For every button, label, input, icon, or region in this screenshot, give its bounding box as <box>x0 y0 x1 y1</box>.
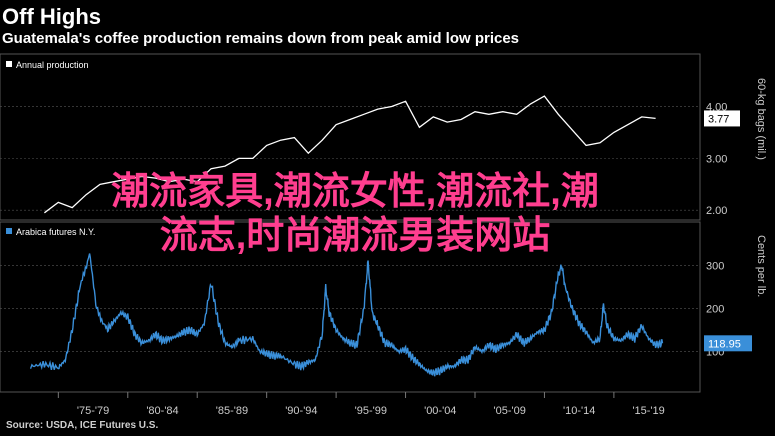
production-series-line <box>44 95 656 214</box>
overlay-line-2: 流志,时尚潮流男装网站 <box>159 215 551 257</box>
x-tick-label: '90-'94 <box>285 405 317 417</box>
production-y-axis-title: 60-kg bags (mil.) <box>755 78 767 160</box>
x-tick-label: '85-'89 <box>216 405 248 417</box>
futures-last-value-label: 118.95 <box>708 338 741 350</box>
overlay-watermark-text: 潮流家具,潮流女性,潮流社,潮 流志,时尚潮流男装网站 <box>10 170 700 258</box>
futures-series-line <box>29 253 664 377</box>
production-y-tick-label: 2.00 <box>706 205 727 217</box>
production-last-value-label: 3.77 <box>708 113 729 125</box>
x-tick-label: '10-'14 <box>563 405 595 417</box>
production-legend-label: Annual production <box>16 60 89 70</box>
overlay-line-1: 潮流家具,潮流女性,潮流社,潮 <box>111 171 599 213</box>
source-note: Source: USDA, ICE Futures U.S. <box>6 420 159 431</box>
chart-title: Off Highs <box>2 4 101 29</box>
futures-y-axis-title: Cents per lb. <box>755 235 767 297</box>
chart-subtitle: Guatemala's coffee production remains do… <box>2 30 520 47</box>
x-tick-label: '15-'19 <box>632 405 664 417</box>
production-legend-swatch <box>6 61 12 67</box>
futures-panel <box>0 221 701 393</box>
production-y-tick-label: 3.00 <box>706 153 727 165</box>
x-tick-label: '00-'04 <box>424 405 456 417</box>
x-tick-label: '95-'99 <box>355 405 387 417</box>
futures-legend-label: Arabica futures N.Y. <box>16 227 95 237</box>
x-tick-label: '05-'09 <box>494 405 526 417</box>
production-last-value-badge <box>704 110 740 127</box>
futures-y-tick-label: 300 <box>706 261 724 273</box>
x-tick-label: '80-'84 <box>146 405 178 417</box>
production-panel <box>0 53 701 221</box>
x-tick-label: '75-'79 <box>77 405 109 417</box>
futures-y-tick-label: 200 <box>706 304 724 316</box>
futures-last-value-badge <box>704 335 752 352</box>
futures-legend-swatch <box>6 228 12 234</box>
